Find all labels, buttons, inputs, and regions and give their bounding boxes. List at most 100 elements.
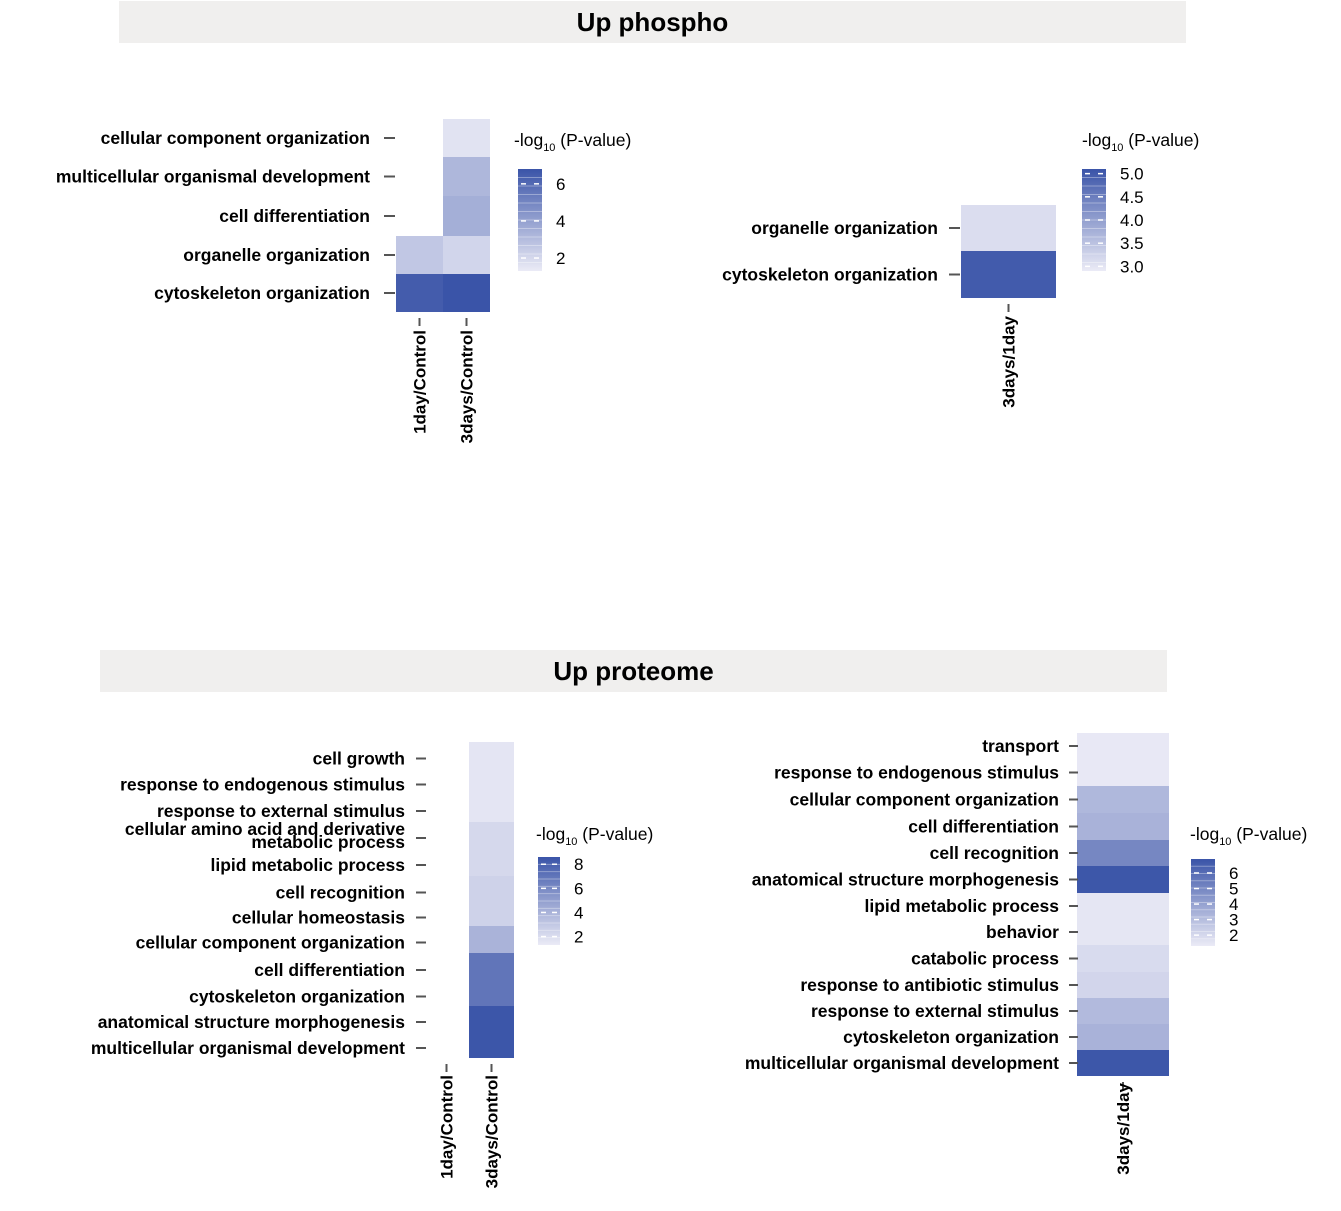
legend-title-main: -log [1190,824,1219,844]
heatmap-cell-p2-r3-c1 [469,822,514,848]
heatmap-cell-p3-r8-c0 [1077,945,1169,972]
col-label-p1-0: 3days/1day [1000,315,1019,407]
heatmap-cell-p3-r6-c0 [1077,893,1169,919]
heatmap-cell-p3-r11-c0 [1077,1024,1169,1050]
row-label-p2-10: anatomical structure morphogenesis [98,1012,406,1032]
row-label-p2-8: cell differentiation [254,960,405,980]
row-label-p3-4: cell recognition [930,843,1059,863]
row-label-p2-3: cellular amino acid and derivative metabo… [125,819,405,852]
heatmap-cell-p3-r12-c0 [1077,1050,1169,1076]
heatmap-cell-p2-r7-c1 [469,926,514,953]
heatmap-cell-p1-r1-c0 [961,251,1056,298]
row-label-p2-4: lipid metabolic process [211,855,406,875]
legend-tick-label-p1-3: 4.5 [1120,188,1144,207]
row-label-p3-3: cell differentiation [908,817,1059,837]
legend-title-main: -log [514,130,543,150]
legend-tick-label-p2-2: 6 [574,879,583,898]
legend-title-p3: -log10 (P-value) [1190,824,1307,848]
row-label-p3-12: multicellular organismal development [745,1053,1059,1073]
heatmap-cell-p3-r5-c0 [1077,866,1169,893]
heatmap-cell-p2-r8-c1 [469,953,514,981]
heatmap-cell-p2-r10-c1 [469,1006,514,1032]
heatmap-cell-p0-r1-c1 [443,157,490,196]
legend-title-subscript: 10 [543,142,555,154]
row-label-p3-11: cytoskeleton organization [843,1027,1059,1047]
legend-title-suffix: (P-value) [1123,130,1199,150]
row-label-p2-5: cell recognition [276,883,405,903]
heatmap-cell-p0-r4-c0 [396,274,443,312]
legend-title-subscript: 10 [1219,836,1231,848]
col-label-p2-1: 3days/Control [483,1075,502,1188]
legend-title-suffix: (P-value) [555,130,631,150]
heatmap-cell-p3-r9-c0 [1077,972,1169,998]
heatmap-cell-p3-r10-c0 [1077,998,1169,1024]
legend-title-suffix: (P-value) [577,824,653,844]
heatmap-cell-p0-r2-c1 [443,196,490,236]
row-label-p1-1: cytoskeleton organization [722,265,938,285]
heatmap-cell-p0-r3-c0 [396,236,443,274]
legend-tick-label-p3-2: 4 [1229,895,1238,914]
legend-colorbar-p2 [538,857,560,945]
legend-tick-label-p2-3: 8 [574,855,583,874]
row-label-p0-0: cellular component organization [101,128,370,148]
legend-tick-label-p3-0: 2 [1229,926,1238,945]
row-label-p3-6: lipid metabolic process [865,896,1060,916]
col-label-p0-0: 1day/Control [411,330,430,434]
legend-title-main: -log [536,824,565,844]
col-label-p2-0: 1day/Control [438,1075,457,1179]
legend-tick-label-p0-0: 2 [556,249,565,268]
row-label-line: cellular amino acid and derivative [125,819,405,839]
row-label-p3-8: catabolic process [911,949,1059,969]
row-label-p1-0: organelle organization [751,218,938,238]
row-label-p2-9: cytoskeleton organization [189,987,405,1007]
heatmap-cell-p2-r6-c1 [469,903,514,926]
row-label-p2-0: cell growth [313,749,405,769]
legend-tick-label-p3-4: 6 [1229,864,1238,883]
legend-title-subscript: 10 [565,836,577,848]
row-label-p0-1: multicellular organismal development [56,167,370,187]
row-label-p0-2: cell differentiation [219,206,370,226]
legend-tick-label-p1-0: 3.0 [1120,257,1144,276]
legend-tick-label-p1-4: 5.0 [1120,165,1144,184]
row-label-p3-2: cellular component organization [790,790,1059,810]
heatmap-cell-p1-r0-c0 [961,205,1056,251]
legend-tick-label-p2-0: 2 [574,928,583,947]
legend-title-suffix: (P-value) [1231,824,1307,844]
heatmap-cell-p0-r3-c1 [443,236,490,274]
heatmap-cell-p2-r2-c1 [469,794,514,822]
heatmap-cell-p3-r4-c0 [1077,840,1169,866]
section-title-phospho: Up phospho [119,1,1186,43]
legend-title-p0: -log10 (P-value) [514,130,631,154]
heatmap-cell-p2-r11-c1 [469,1032,514,1058]
row-label-p3-5: anatomical structure morphogenesis [752,870,1060,890]
heatmap-cell-p2-r9-c1 [469,981,514,1006]
heatmap-cell-p2-r0-c1 [469,742,514,769]
heatmap-cell-p2-r1-c1 [469,769,514,794]
legend-tick-label-p2-1: 4 [574,903,583,922]
heatmap-cell-p3-r2-c0 [1077,786,1169,813]
legend-tick-label-p3-1: 3 [1229,911,1238,930]
col-label-p3-0: 3days/1day [1114,1082,1133,1174]
legend-tick-label-p0-1: 4 [556,212,565,231]
heatmap-cell-p2-r5-c1 [469,876,514,903]
section-title-proteome: Up proteome [100,650,1167,692]
legend-tick-label-p0-2: 6 [556,175,565,194]
legend-title-p1: -log10 (P-value) [1082,130,1199,154]
legend-tick-label-p1-2: 4.0 [1120,211,1144,230]
row-label-p3-7: behavior [986,922,1059,942]
legend-colorbar-p0 [518,169,542,271]
heatmap-cell-p0-r0-c1 [443,119,490,157]
heatmap-cell-p3-r0-c0 [1077,733,1169,759]
row-label-p2-2: response to external stimulus [157,801,405,821]
legend-tick-label-p1-1: 3.5 [1120,234,1144,253]
row-label-p3-10: response to external stimulus [811,1001,1059,1021]
heatmap-cell-p0-r4-c1 [443,274,490,312]
row-label-line: metabolic process [251,832,405,852]
row-label-p2-7: cellular component organization [136,933,405,953]
row-label-p2-11: multicellular organismal development [91,1038,405,1058]
row-label-p2-6: cellular homeostasis [232,908,405,928]
heatmap-cell-p3-r7-c0 [1077,919,1169,945]
row-label-p0-3: organelle organization [183,245,370,265]
row-label-p2-1: response to endogenous stimulus [120,775,405,795]
row-label-p3-9: response to antibiotic stimulus [800,975,1059,995]
